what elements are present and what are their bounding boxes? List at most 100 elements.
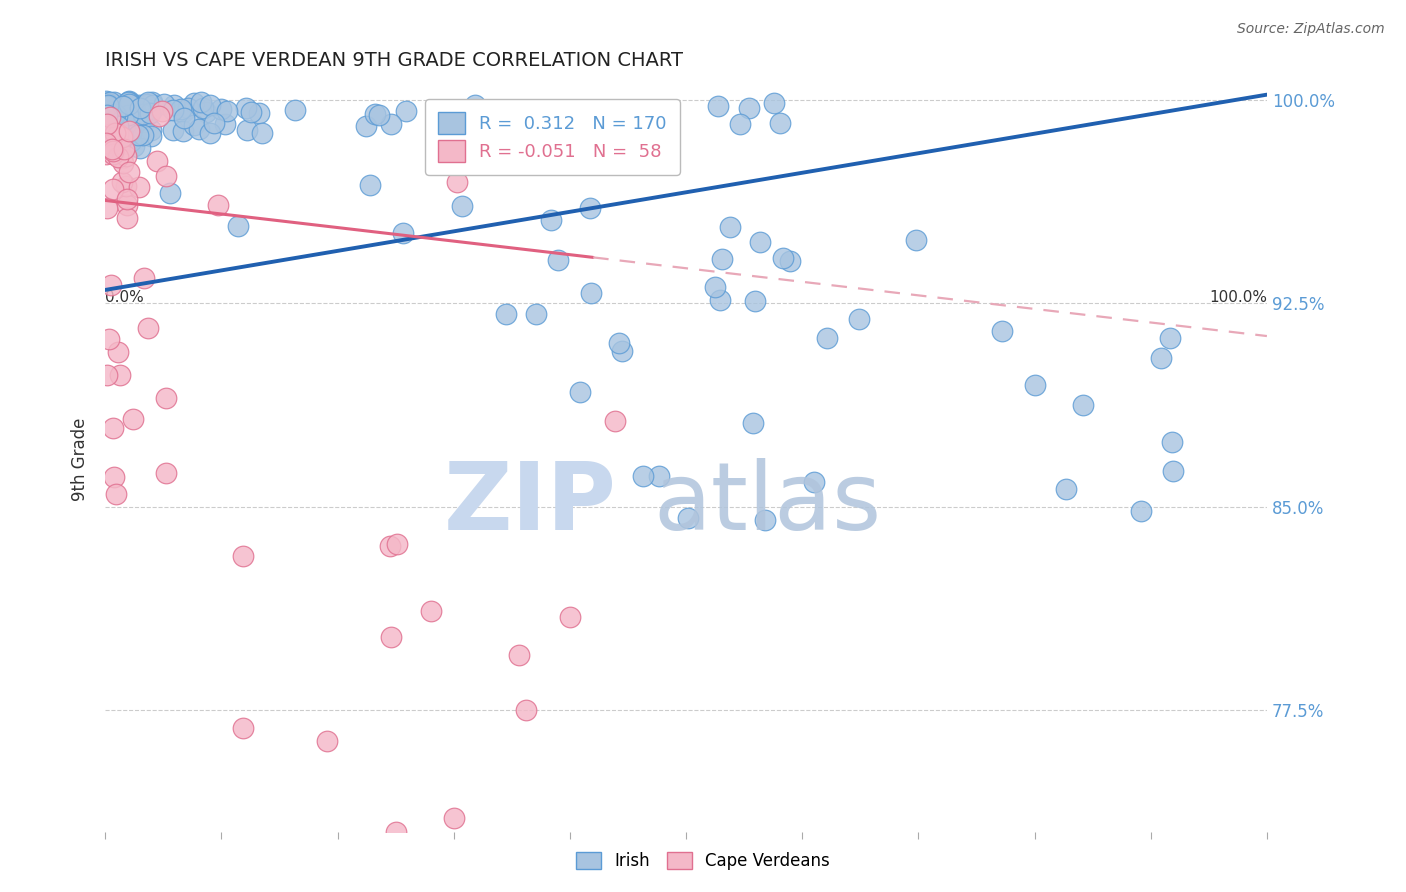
Point [117,103,139,118]
Point [359,178,381,193]
Point [127,128,149,142]
Point [526,111,548,125]
Text: Source: ZipAtlas.com: Source: ZipAtlas.com [1237,22,1385,37]
Point [103,106,125,120]
Point [152,96,174,111]
Point [129,101,152,115]
Point [111,129,134,144]
Point [129,141,152,155]
Point [96,95,118,110]
Point [111,105,134,120]
Point [141,95,163,110]
Point [364,107,387,121]
Point [419,604,441,618]
Point [111,152,134,166]
Point [815,331,838,345]
Point [139,122,162,136]
Point [187,121,209,136]
Point [155,169,177,184]
Point [122,138,145,153]
Point [172,124,194,138]
Point [104,486,127,500]
Point [198,97,221,112]
Point [101,147,124,161]
Point [103,106,125,120]
Point [127,112,149,126]
Point [100,109,122,123]
Point [247,105,270,120]
Point [117,99,139,113]
Point [848,311,870,326]
Point [98,114,121,128]
Point [112,99,135,113]
Point [100,111,122,125]
Point [631,469,654,483]
Point [96,119,118,133]
Point [103,470,125,484]
Point [103,182,125,196]
Point [232,721,254,735]
Point [141,103,163,117]
Point [96,142,118,156]
Point [135,97,157,112]
Point [118,95,141,110]
Point [112,100,135,114]
Point [200,126,222,140]
Point [232,549,254,564]
Point [742,416,765,430]
Point [378,539,401,553]
Point [100,107,122,121]
Point [115,149,138,163]
Point [728,117,751,131]
Point [96,201,118,215]
Point [101,107,124,121]
Point [115,198,138,212]
Point [316,734,339,748]
Point [392,226,415,240]
Point [132,128,155,143]
Point [146,153,169,168]
Point [463,111,485,125]
Point [118,165,141,179]
Point [385,537,408,551]
Text: ZIP: ZIP [443,458,616,550]
Point [111,98,134,112]
Point [547,253,569,268]
Point [120,134,142,148]
Point [768,116,790,130]
Point [108,102,131,116]
Point [250,126,273,140]
Point [380,630,402,644]
Point [111,175,134,189]
Point [115,211,138,225]
Point [96,99,118,113]
Point [554,107,576,121]
Y-axis label: 9th Grade: 9th Grade [72,417,89,501]
Point [96,98,118,112]
Point [558,610,581,624]
Point [101,142,124,156]
Point [754,512,776,526]
Point [195,104,218,119]
Point [96,147,118,161]
Point [117,95,139,109]
Point [110,112,132,127]
Point [110,119,132,133]
Point [607,335,630,350]
Point [710,252,733,266]
Point [155,466,177,480]
Point [101,105,124,120]
Point [135,97,157,112]
Legend: Irish, Cape Verdeans: Irish, Cape Verdeans [569,845,837,877]
Point [136,95,159,109]
Point [103,118,125,132]
Point [707,99,730,113]
Point [121,412,143,426]
Point [128,180,150,194]
Point [110,101,132,115]
Point [380,117,402,131]
Point [214,117,236,131]
Point [193,101,215,115]
Point [104,119,127,133]
Text: atlas: atlas [654,458,882,550]
